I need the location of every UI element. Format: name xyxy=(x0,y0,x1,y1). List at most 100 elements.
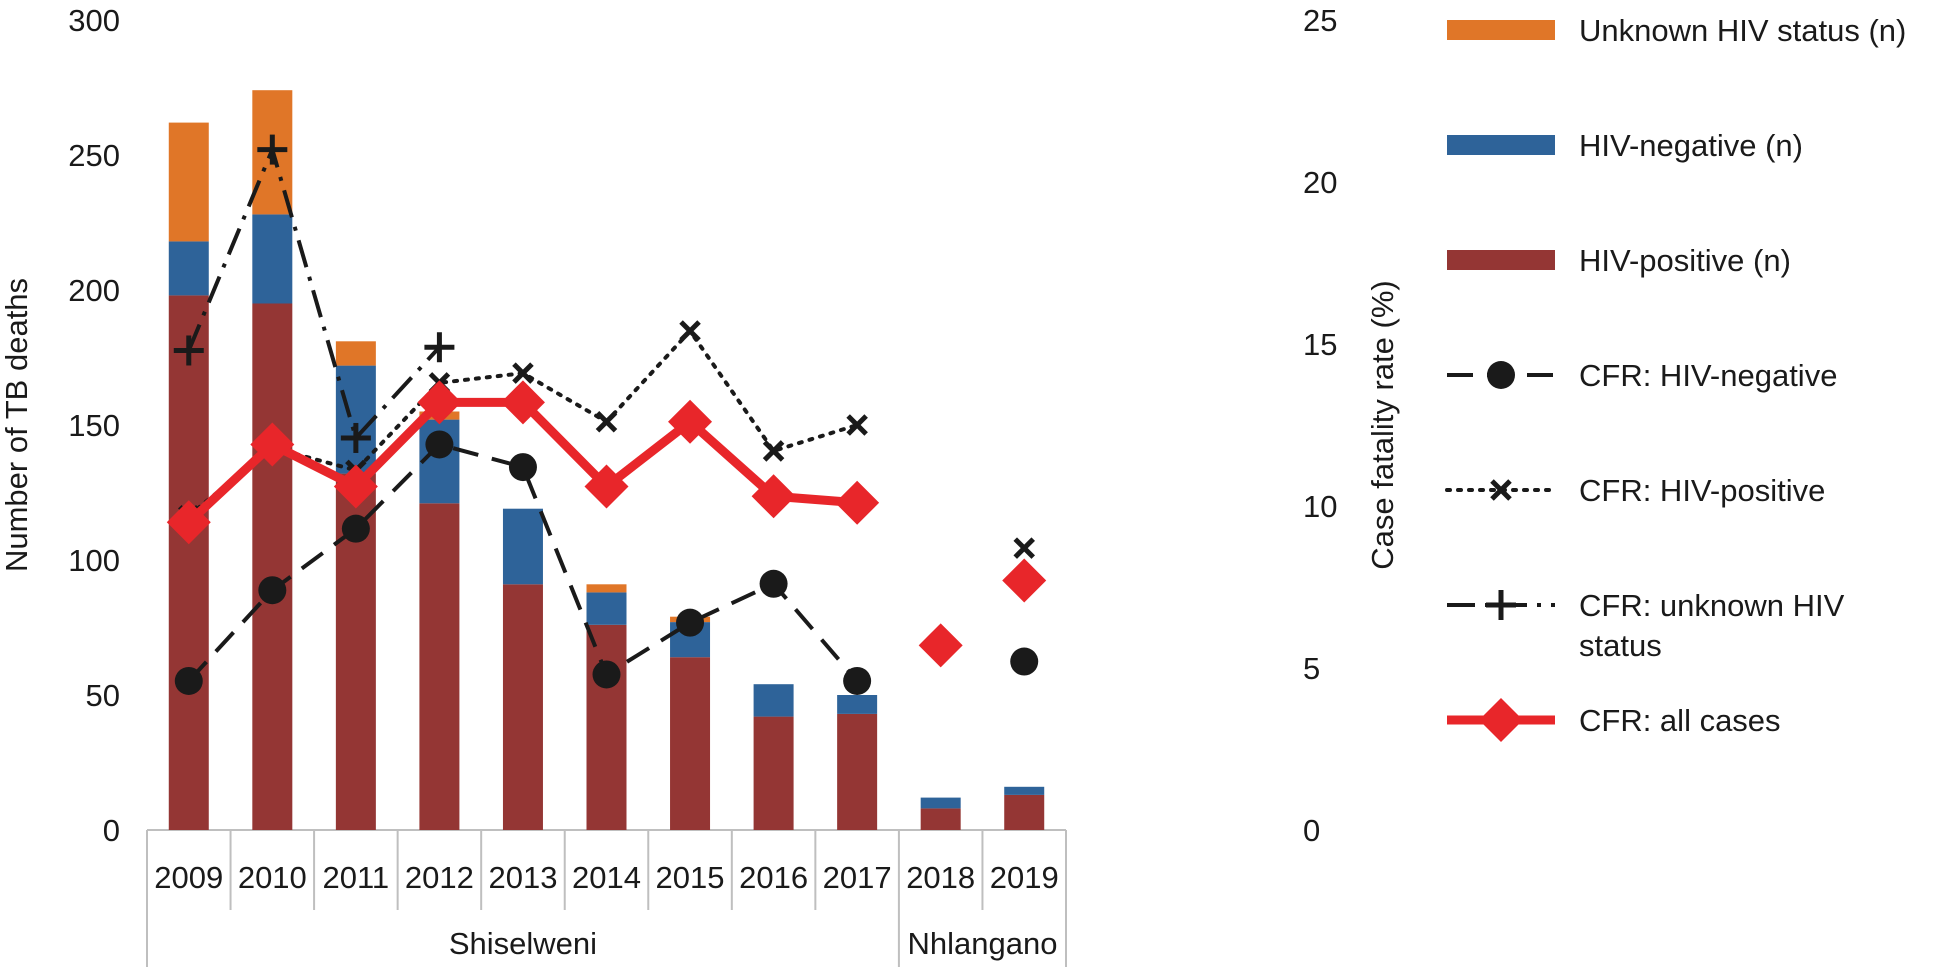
bar-hiv-negative xyxy=(753,684,794,717)
bar-hiv-positive xyxy=(502,584,543,830)
marker-cfr-hiv-positive xyxy=(595,410,618,433)
y2-tick-label: 0 xyxy=(1303,813,1320,848)
marker-cfr-hiv-negative xyxy=(341,514,370,543)
y-tick-label: 150 xyxy=(68,408,120,443)
legend-label: CFR: HIV-positive xyxy=(1579,473,1825,508)
legend-marker xyxy=(1490,479,1512,501)
x-tick-label: 2015 xyxy=(656,860,725,895)
bar-hiv-negative xyxy=(1004,786,1045,795)
y-tick-label: 300 xyxy=(68,3,120,38)
legend-label: CFR: HIV-negative xyxy=(1579,358,1837,393)
y-tick-label: 0 xyxy=(103,813,120,848)
y2-tick-label: 20 xyxy=(1303,165,1337,200)
legend-item: CFR: HIV-negative xyxy=(1447,358,1837,393)
marker-cfr-hiv-negative xyxy=(592,660,621,689)
bar-hiv-positive xyxy=(586,624,627,830)
legend-label: status xyxy=(1579,628,1662,663)
marker-cfr-hiv-negative xyxy=(508,453,537,482)
legend-marker-stroke xyxy=(1490,479,1512,501)
legend-label: Unknown HIV status (n) xyxy=(1579,13,1906,48)
bar-hiv-negative xyxy=(920,797,961,809)
marker-cfr-hiv-negative xyxy=(174,666,203,695)
legend-label: CFR: all cases xyxy=(1579,703,1781,738)
bar-hiv-positive xyxy=(252,303,293,830)
marker-cfr-hiv-positive xyxy=(512,362,534,384)
y2-tick-label: 15 xyxy=(1303,327,1337,362)
legend-swatch xyxy=(1447,20,1555,40)
y-tick-label: 250 xyxy=(68,138,120,173)
bar-hiv-negative xyxy=(586,592,627,625)
marker-cfr-unknown-hiv-status xyxy=(340,422,371,453)
legend-marker xyxy=(1486,590,1516,620)
x-tick-label: 2018 xyxy=(906,860,975,895)
marker-cfr-hiv-negative xyxy=(676,608,705,637)
marker-cfr-all-cases xyxy=(500,380,545,425)
marker-cfr-all-cases xyxy=(250,422,295,467)
marker-cfr-all-cases xyxy=(584,464,629,509)
marker-cfr-hiv-positive xyxy=(679,320,701,342)
marker-cfr-hiv-negative xyxy=(258,576,287,605)
x-tick-label: 2019 xyxy=(990,860,1059,895)
legend-item: CFR: all cases xyxy=(1447,698,1781,742)
bar-hiv-positive xyxy=(168,295,209,830)
bar-unknown-hiv-status xyxy=(168,122,209,242)
marker-cfr-all-cases xyxy=(417,380,462,425)
bar-hiv-negative xyxy=(252,214,293,304)
marker-cfr-all-cases xyxy=(835,480,880,525)
bar-hiv-positive xyxy=(670,657,711,830)
legend-label: HIV-positive (n) xyxy=(1579,243,1791,278)
y2-tick-label: 25 xyxy=(1303,3,1337,38)
legend-item: HIV-negative (n) xyxy=(1447,128,1803,163)
marker-cfr-hiv-positive-stroke xyxy=(512,362,534,384)
bar-hiv-positive xyxy=(920,808,961,830)
bar-unknown-hiv-status xyxy=(586,584,627,593)
marker-cfr-unknown-hiv-status xyxy=(257,134,288,165)
bar-hiv-positive xyxy=(419,503,460,830)
legend-label: CFR: unknown HIV xyxy=(1579,588,1845,623)
marker-cfr-all-cases xyxy=(668,399,713,444)
marker-cfr-hiv-negative xyxy=(759,569,788,598)
bars xyxy=(168,90,1045,830)
y-tick-label: 50 xyxy=(86,678,120,713)
x-tick-label: 2013 xyxy=(488,860,557,895)
marker-cfr-hiv-positive-stroke xyxy=(679,320,701,342)
legend: Unknown HIV status (n) HIV-negative (n) HI… xyxy=(1445,13,1906,742)
marker-cfr-all-cases xyxy=(1002,558,1047,603)
marker-cfr-hiv-negative xyxy=(1010,647,1039,676)
bar-hiv-negative xyxy=(502,508,543,585)
marker-cfr-hiv-positive-stroke xyxy=(846,414,868,436)
x-tick-label: 2016 xyxy=(739,860,808,895)
marker-cfr-unknown-hiv-status xyxy=(173,335,204,366)
y2-tick-label: 5 xyxy=(1303,651,1320,686)
marker-cfr-all-cases xyxy=(751,474,796,519)
marker-cfr-unknown-hiv-status xyxy=(424,332,455,363)
x-tick-label: 2010 xyxy=(238,860,307,895)
x-tick-label: 2012 xyxy=(405,860,474,895)
bar-unknown-hiv-status xyxy=(335,341,376,366)
legend-marker xyxy=(1479,698,1523,742)
marker-cfr-hiv-positive xyxy=(762,440,785,462)
marker-cfr-all-cases xyxy=(166,500,211,545)
x-tick-label: 2009 xyxy=(154,860,223,895)
bar-hiv-positive xyxy=(837,713,878,830)
marker-cfr-hiv-positive-stroke xyxy=(762,440,785,462)
cfr-lines xyxy=(166,134,1047,695)
bar-hiv-positive xyxy=(753,716,794,830)
y2-axis-title: Case fatality rate (%) xyxy=(1365,280,1400,569)
line-cfr-hiv-negative xyxy=(187,442,859,683)
marker-cfr-hiv-positive xyxy=(846,414,868,436)
y2-tick-label: 10 xyxy=(1303,489,1337,524)
bar-hiv-positive xyxy=(1004,794,1045,830)
marker-cfr-hiv-negative xyxy=(843,666,872,695)
line-cfr-unknown-hiv-status xyxy=(186,147,441,440)
legend-item: HIV-positive (n) xyxy=(1447,243,1791,278)
marker-cfr-hiv-positive xyxy=(1013,537,1035,559)
legend-marker xyxy=(1487,361,1515,389)
legend-swatch xyxy=(1447,250,1555,270)
x-tick-label: 2014 xyxy=(572,860,641,895)
legend-label: HIV-negative (n) xyxy=(1579,128,1803,163)
axes: 0 50 100 150 200 250 300 0 5 10 15 20 25 Number of TB… xyxy=(0,3,1400,967)
marker-cfr-all-cases xyxy=(918,623,963,668)
y-axis-title: Number of TB deaths xyxy=(0,278,34,572)
